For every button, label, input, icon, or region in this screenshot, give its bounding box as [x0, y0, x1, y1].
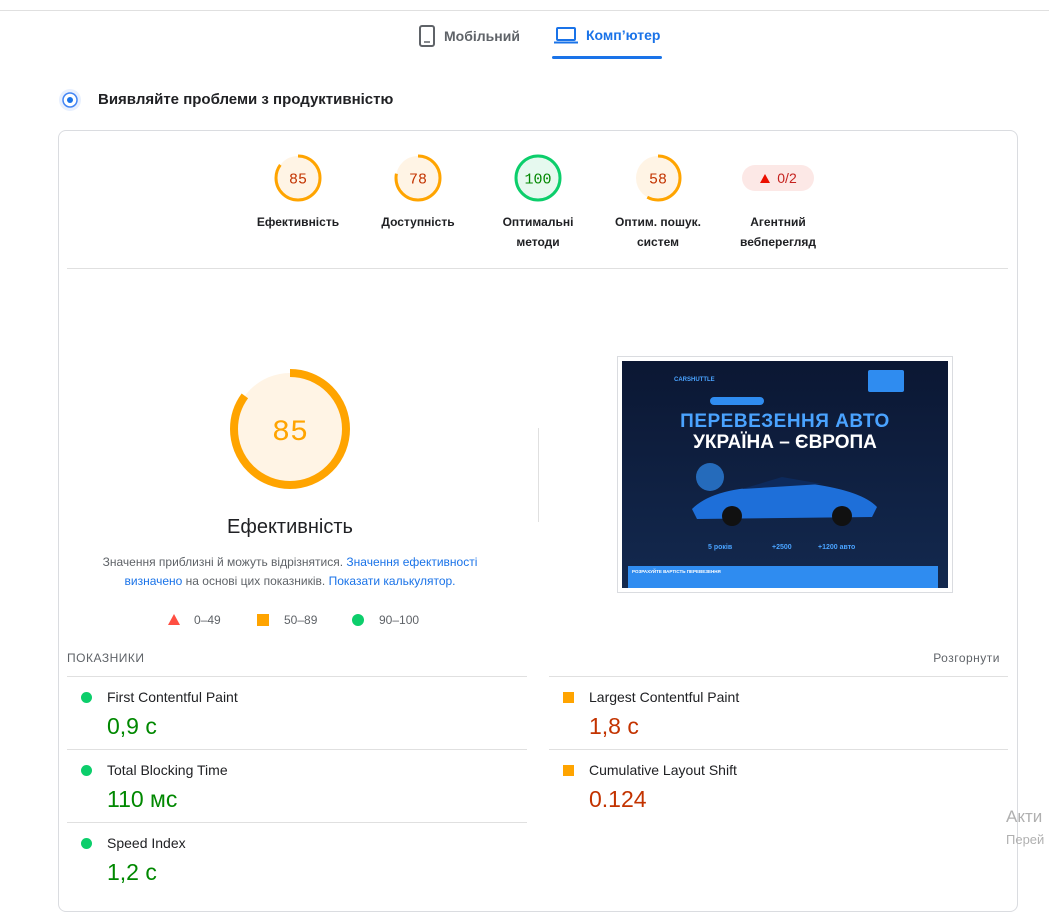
gauge-background: [234, 373, 346, 485]
metric-name: Speed Index: [107, 835, 186, 851]
gauge-background: [396, 156, 440, 200]
active-tab-underline: [552, 56, 662, 59]
metric-name: First Contentful Paint: [107, 689, 238, 705]
tab-label: Комп’ютер: [586, 27, 661, 43]
score-label[interactable]: Оптимальні методи: [502, 215, 574, 249]
expand-button[interactable]: Розгорнути: [933, 651, 1000, 665]
page: PageSpeed {"tabs": ["Мобільний", "Комп’ю…: [0, 10, 1049, 912]
score-label[interactable]: Оптим. пошук. систем: [615, 215, 701, 249]
metric-value: 1,8 с: [589, 713, 639, 739]
section-title: Виявляйте проблеми з продуктивністю: [98, 91, 394, 108]
metric-name: Total Blocking Time: [107, 762, 228, 778]
thumb-stat: +1200 авто: [818, 544, 856, 551]
metric-indicator: [81, 838, 92, 849]
metric-value: 0,9 с: [107, 713, 157, 739]
thumb-headline: УКРАЇНА – ЄВРОПА: [693, 432, 877, 453]
thumb-bar: РОЗРАХУЙТЕ ВАРТІСТЬ ПЕРЕВЕЗЕННЯ: [628, 566, 938, 588]
top-border: [0, 10, 1049, 11]
gauge-score: 58: [649, 171, 667, 188]
metric-value: 110 мс: [107, 786, 178, 812]
calculator-link[interactable]: Показати калькулятор.: [328, 574, 456, 588]
metric-divider: [549, 676, 1008, 677]
vertical-divider: [538, 428, 539, 522]
note-link[interactable]: Значення ефективності визначено: [124, 555, 478, 588]
gauges: 85 78 100 58 85: [230, 154, 682, 489]
tab-desktop[interactable]: Комп’ютер: [554, 25, 660, 45]
metric-divider: [67, 822, 527, 823]
agentic-badge[interactable]: 0/2: [742, 165, 814, 191]
metrics-title: ПОКАЗНИКИ: [67, 651, 145, 665]
thumb-headline: ПЕРЕВЕЗЕННЯ АВТО: [680, 411, 890, 432]
gauge-background: [516, 156, 560, 200]
gauge-score: 100: [524, 171, 551, 188]
screenshot: CARSHUTTLE ПЕРЕВЕЗЕННЯ АВТО УКРАЇНА – ЄВ…: [622, 361, 948, 588]
gauge-score: 85: [272, 416, 308, 450]
metric-indicator: [81, 765, 92, 776]
watermark: Акти: [1006, 807, 1043, 826]
gauge-arc: [514, 154, 562, 202]
metric-indicator: [563, 692, 574, 703]
agentic-label: Агентний вебперегляд: [739, 215, 816, 249]
metric-value: 1,2 с: [107, 859, 157, 885]
metric-value: 0.124: [589, 786, 647, 812]
thumb-button: [710, 397, 764, 405]
metric-divider: [549, 749, 1008, 750]
thumb-contact: [868, 370, 904, 392]
thumb-stat: 5 років: [708, 544, 733, 551]
fail-triangle: [760, 173, 771, 183]
legend-average-icon: [257, 614, 269, 626]
mobile-icon: [419, 25, 435, 47]
divider: [67, 268, 1008, 269]
metric-indicator: [81, 692, 92, 703]
gauge-score: 85: [289, 171, 307, 188]
metric-indicator: [563, 765, 574, 776]
tab-mobile[interactable]: Мобільний: [418, 25, 520, 47]
note-text: Значення приблизні й можуть відрізнятися…: [102, 555, 344, 569]
gauge-arc: [274, 154, 322, 202]
tab-label: Мобільний: [444, 28, 520, 44]
note-text: на основі цих показників.: [185, 574, 326, 588]
legend-label: 50–89: [284, 613, 318, 627]
legend-label: 0–49: [194, 613, 221, 627]
section-icon: [59, 89, 81, 111]
legend-pass-icon: [352, 614, 364, 626]
score-note: Значення приблизні й можуть відрізнятися…: [95, 553, 485, 591]
metric-divider: [67, 676, 527, 677]
metric-name: Cumulative Layout Shift: [589, 762, 737, 778]
legend-label: 90–100: [379, 613, 420, 627]
gauge-arc: [394, 154, 442, 202]
thumb-car: [692, 463, 877, 526]
desktop-icon: [554, 27, 578, 44]
gauge-arc: [634, 154, 682, 202]
thumb-brand: CARSHUTTLE: [674, 377, 715, 383]
watermark: Перей: [1006, 832, 1045, 847]
thumb-stat: +2500: [772, 544, 792, 551]
main-score-label: Ефективність: [227, 516, 353, 538]
score-label[interactable]: Ефективність: [256, 215, 340, 229]
gauge-background: [636, 156, 680, 200]
metric-divider: [67, 749, 527, 750]
page-body: Мобільний Комп’ютер Виявляйте проблеми з…: [0, 10, 1049, 912]
score-label[interactable]: Доступність: [381, 215, 455, 229]
badge-text: 0/2: [777, 170, 797, 186]
gauge-arc: [230, 369, 350, 489]
legend-fail-icon: [168, 614, 180, 625]
gauge-score: 78: [409, 171, 427, 188]
gauge-background: [276, 156, 320, 200]
metric-name: Largest Contentful Paint: [589, 689, 740, 705]
